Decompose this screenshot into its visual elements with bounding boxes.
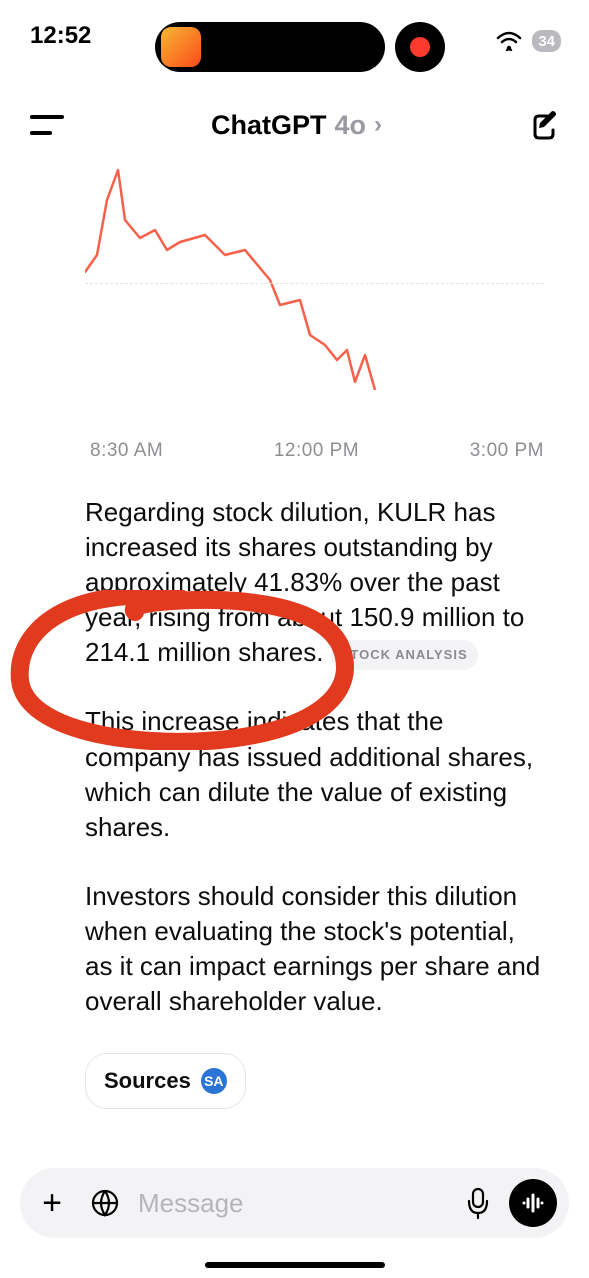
axis-label: 12:00 PM bbox=[274, 440, 359, 462]
model-selector[interactable]: ChatGPT 4o › bbox=[211, 110, 382, 141]
chart-baseline bbox=[85, 283, 544, 284]
paragraph-1: Regarding stock dilution, KULR has incre… bbox=[85, 495, 544, 670]
response-body: Regarding stock dilution, KULR has incre… bbox=[85, 495, 544, 1109]
wifi-icon bbox=[496, 31, 522, 51]
axis-label: 3:00 PM bbox=[470, 440, 544, 462]
screen-record-indicator[interactable] bbox=[395, 22, 445, 72]
menu-button[interactable] bbox=[30, 115, 64, 135]
compose-button[interactable] bbox=[529, 110, 559, 140]
nav-header: ChatGPT 4o › bbox=[0, 95, 589, 155]
now-playing-thumb bbox=[161, 27, 201, 67]
attach-button[interactable]: + bbox=[32, 1184, 72, 1223]
status-bar: 12:52 34 bbox=[0, 0, 589, 72]
seeking-alpha-icon: SA bbox=[201, 1068, 227, 1094]
axis-label: 8:30 AM bbox=[90, 440, 163, 462]
message-input-bar: + Message bbox=[20, 1168, 569, 1238]
battery-level: 34 bbox=[532, 30, 561, 52]
web-browse-button[interactable] bbox=[90, 1188, 120, 1218]
sources-button[interactable]: Sources SA bbox=[85, 1053, 246, 1109]
voice-mode-button[interactable] bbox=[509, 1179, 557, 1227]
line-chart-svg bbox=[85, 160, 544, 390]
status-right: 34 bbox=[496, 30, 561, 52]
stock-analysis-badge[interactable]: STOCK ANALYSIS bbox=[331, 640, 478, 670]
paragraph-3: Investors should consider this dilution … bbox=[85, 879, 544, 1019]
record-dot-icon bbox=[410, 37, 430, 57]
message-input[interactable]: Message bbox=[138, 1188, 447, 1219]
soundwave-icon bbox=[520, 1190, 546, 1216]
app-title: ChatGPT bbox=[211, 110, 327, 141]
mic-button[interactable] bbox=[465, 1187, 491, 1219]
stock-chart bbox=[85, 160, 544, 420]
chart-x-axis: 8:30 AM 12:00 PM 3:00 PM bbox=[0, 440, 589, 462]
home-indicator[interactable] bbox=[205, 1262, 385, 1268]
dynamic-island[interactable] bbox=[155, 22, 385, 72]
clock: 12:52 bbox=[30, 22, 91, 50]
model-name: 4o bbox=[335, 110, 367, 141]
sources-label: Sources bbox=[104, 1066, 191, 1096]
chevron-right-icon: › bbox=[374, 111, 382, 139]
paragraph-2: This increase indicates that the company… bbox=[85, 704, 544, 844]
